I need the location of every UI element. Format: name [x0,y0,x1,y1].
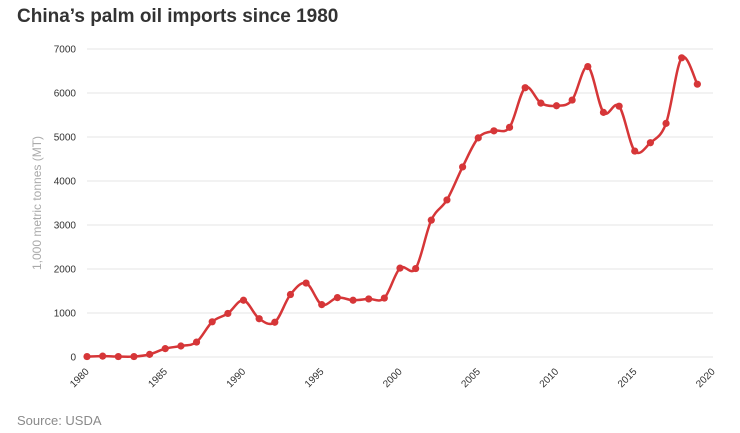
data-point [318,301,326,309]
data-point [662,119,670,127]
data-point [599,108,608,116]
x-tick-label: 1990 [225,366,249,390]
x-tick-label: 1980 [68,366,92,390]
chart-title: China’s palm oil imports since 1980 [17,6,339,27]
series-line [85,55,699,358]
data-point [349,296,357,304]
data-point [380,294,388,302]
data-point [474,134,482,142]
y-tick-label: 4000 [54,177,77,188]
data-point [427,216,435,224]
y-tick-label: 1000 [54,309,77,320]
y-tick-label: 3000 [54,221,77,232]
source-note: Source: USDA [17,413,102,428]
data-point [130,352,138,361]
y-tick-label: 6000 [54,89,77,100]
data-point [568,96,576,104]
data-point [333,294,341,302]
y-axis-label: 1,000 metric tonnes (MT) [30,136,44,270]
data-points [83,54,701,361]
data-point [192,338,201,346]
data-point [302,279,310,287]
data-point [521,84,529,92]
x-tick-label: 1995 [303,366,327,390]
data-point [83,352,91,361]
data-point [584,63,592,71]
data-point [224,309,232,318]
y-tick-label: 5000 [54,133,77,144]
data-point [255,315,263,323]
data-point [490,127,498,135]
data-point [161,345,169,353]
data-point [615,102,623,110]
data-point [459,163,467,171]
data-point [552,102,561,110]
x-tick-label: 2020 [694,366,718,390]
data-point [271,318,279,326]
x-tick-label: 2015 [616,366,640,390]
data-point [239,296,248,304]
data-point [537,99,545,107]
x-tick-label: 2010 [538,366,562,390]
data-point [365,295,373,303]
data-point [646,139,655,147]
x-tick-label: 2000 [381,366,405,390]
data-point [412,264,420,273]
data-point [99,352,107,360]
data-point [693,80,701,88]
data-point [631,147,639,155]
data-point [177,342,185,350]
data-point [443,196,451,204]
x-tick-label: 2005 [459,366,483,390]
x-tick-labels: 1980 1985 1990 1995 2000 2005 2010 2015 2020 [68,366,718,390]
x-tick-label: 1985 [146,366,170,390]
data-point [114,352,122,361]
data-point [208,318,216,326]
data-point [505,123,514,131]
gridlines [87,48,713,358]
data-point [396,264,404,272]
y-tick-label: 0 [70,353,76,364]
y-tick-label: 7000 [54,45,77,56]
data-point [678,54,686,62]
data-point [146,350,154,358]
data-point [286,290,295,299]
y-tick-labels: 0 1000 2000 3000 4000 5000 6000 7000 [54,45,77,364]
y-tick-label: 2000 [54,265,77,276]
